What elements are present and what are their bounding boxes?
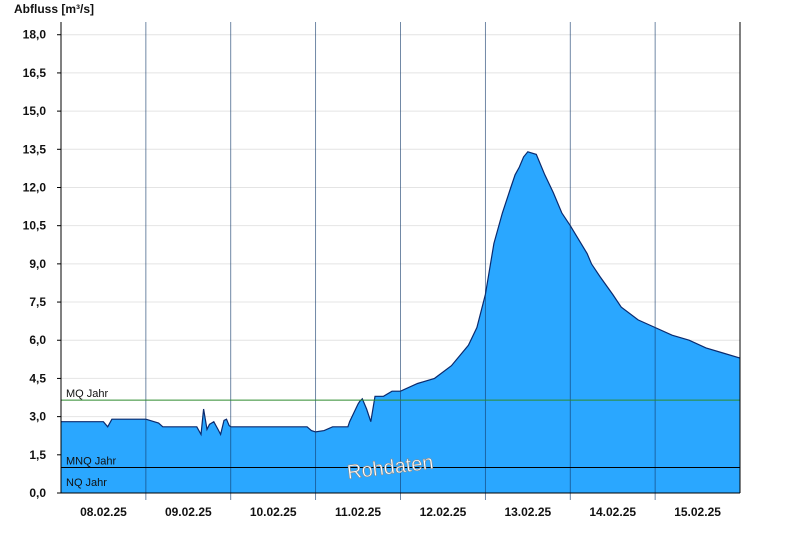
- x-tick-label-5: 13.02.25: [504, 505, 551, 519]
- y-tick-label-8: 12,0: [23, 180, 47, 194]
- x-tick-label-0: 08.02.25: [80, 505, 127, 519]
- y-tick-label-12: 18,0: [23, 28, 47, 42]
- x-tick-label-1: 09.02.25: [165, 505, 212, 519]
- y-tick-label-2: 3,0: [29, 410, 46, 424]
- y-tick-label-4: 6,0: [29, 333, 46, 347]
- y-tick-label-7: 10,5: [23, 219, 47, 233]
- y-tick-label-11: 16,5: [23, 66, 47, 80]
- ref-label-1: MNQ Jahr: [66, 456, 116, 468]
- x-tick-label-6: 14.02.25: [589, 505, 636, 519]
- y-tick-label-9: 13,5: [23, 142, 47, 156]
- y-tick-label-6: 9,0: [29, 257, 46, 271]
- y-tick-label-5: 7,5: [29, 295, 46, 309]
- x-tick-label-7: 15.02.25: [674, 505, 721, 519]
- x-tick-labels: 08.02.25 09.02.25 10.02.25 11.02.25 12.02.25…: [80, 505, 721, 519]
- y-axis-label: Abfluss [m³/s]: [14, 2, 94, 16]
- y-tick-label-10: 15,0: [23, 104, 47, 118]
- reference-lines: MQ Jahr MNQ Jahr NQ Jahr: [61, 388, 740, 489]
- axes: [60, 22, 741, 494]
- discharge-line: [61, 151, 741, 437]
- y-tick-labels: 0,0 1,5 3,0 4,5 6,0 7,5 9,0 10,5 12,0 13,5 15,0 16,…: [23, 28, 61, 500]
- y-tick-label-0: 0,0: [29, 486, 46, 500]
- x-tick-label-2: 10.02.25: [250, 505, 297, 519]
- y-tick-label-3: 4,5: [29, 371, 46, 385]
- ref-label-2: NQ Jahr: [66, 477, 107, 489]
- day-separators: [145, 22, 656, 500]
- ref-label-0: MQ Jahr: [66, 388, 109, 400]
- x-tick-label-4: 12.02.25: [420, 505, 467, 519]
- y-tick-label-1: 1,5: [29, 448, 46, 462]
- x-tick-label-3: 11.02.25: [335, 505, 381, 519]
